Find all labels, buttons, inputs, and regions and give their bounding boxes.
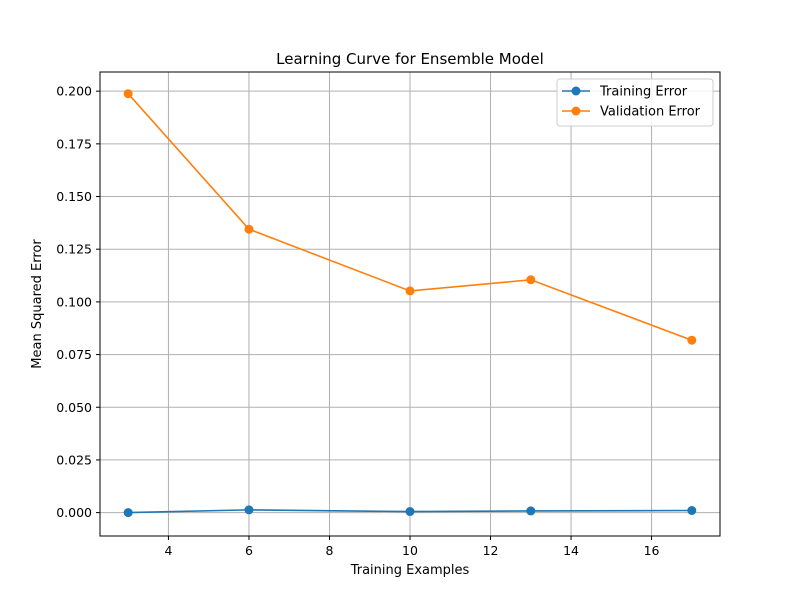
validation-error-point xyxy=(244,224,254,234)
y-tick-label: 0.075 xyxy=(56,347,92,362)
grid xyxy=(100,72,720,536)
validation-error-point xyxy=(123,89,133,99)
series-validation-error xyxy=(123,89,697,345)
training-error-point xyxy=(244,505,254,515)
y-tick-label: 0.000 xyxy=(56,505,92,520)
training-error-point xyxy=(405,507,415,517)
legend-label-validation-error: Validation Error xyxy=(600,105,701,120)
x-tick-label: 10 xyxy=(402,543,418,558)
y-tick-label: 0.100 xyxy=(56,294,92,309)
series-layer xyxy=(123,89,697,518)
validation-error-point xyxy=(405,286,415,296)
x-tick-label: 8 xyxy=(326,543,334,558)
validation-error-point xyxy=(526,275,536,285)
x-tick-label: 4 xyxy=(164,543,172,558)
y-tick-label: 0.125 xyxy=(56,242,92,257)
legend-marker-validation-error xyxy=(571,106,581,116)
validation-error-point xyxy=(687,335,697,345)
x-axis-label: Training Examples xyxy=(350,563,470,578)
axis-ticks: 4 6 8 10 12 14 16 0.000 0.025 0.050 0.075 0.100 0.12… xyxy=(56,84,659,558)
y-tick-label: 0.050 xyxy=(56,400,92,415)
y-tick-label: 0.150 xyxy=(56,189,92,204)
chart-title: Learning Curve for Ensemble Model xyxy=(276,50,544,68)
legend-item-validation-error: Validation Error xyxy=(562,105,701,120)
legend-item-training-error: Training Error xyxy=(562,85,688,100)
y-tick-label: 0.200 xyxy=(56,84,92,99)
legend-marker-training-error xyxy=(571,86,581,96)
y-tick-label: 0.175 xyxy=(56,136,92,151)
training-error-point xyxy=(123,508,133,518)
training-error-point xyxy=(526,506,536,516)
legend: Training Error Validation Error xyxy=(556,78,714,127)
training-error-point xyxy=(687,506,697,516)
x-tick-label: 14 xyxy=(563,543,579,558)
legend-box xyxy=(556,78,714,127)
plot-area-frame xyxy=(99,71,721,537)
x-tick-label: 6 xyxy=(245,543,253,558)
legend-label-training-error: Training Error xyxy=(599,85,688,100)
series-training-error xyxy=(123,505,697,518)
x-tick-label: 16 xyxy=(644,543,660,558)
y-tick-label: 0.025 xyxy=(56,452,92,467)
y-axis-label: Mean Squared Error xyxy=(30,239,45,369)
x-tick-label: 12 xyxy=(483,543,499,558)
